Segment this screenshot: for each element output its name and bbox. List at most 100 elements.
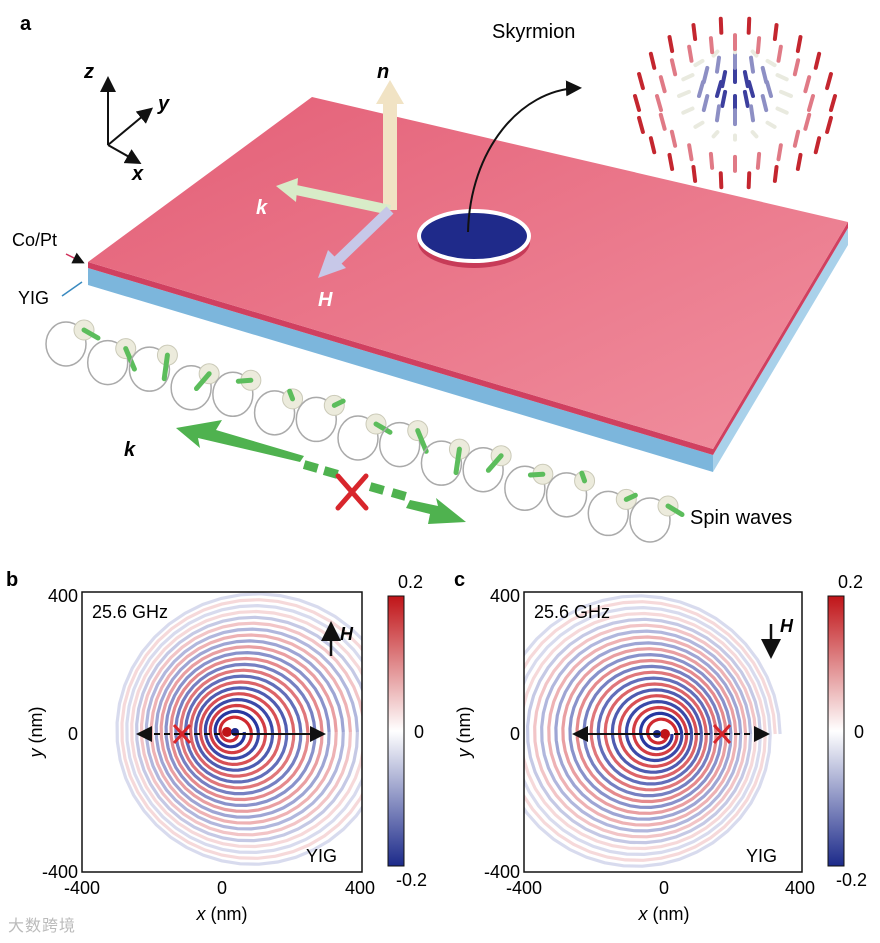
skyrmion-spin-arrow <box>742 89 750 108</box>
ytick-c-0: 400 <box>490 586 520 606</box>
skyrmion-spin-arrow <box>655 94 663 112</box>
spiral-wavefront <box>218 715 253 743</box>
spiral-wavefront <box>164 650 331 808</box>
skyrmion-spin-arrow <box>715 80 723 98</box>
axis-label-y: y <box>157 93 170 115</box>
spin-arrow <box>81 327 101 341</box>
label-n: n <box>377 61 389 83</box>
precession-ring <box>337 415 379 461</box>
label-yig-layer: YIG <box>18 288 49 308</box>
spiral-wavefront <box>174 662 317 796</box>
skyrmion-spin-arrow <box>776 143 783 162</box>
xlabel-c: x (nm) <box>638 904 690 924</box>
material-label-b: YIG <box>306 846 337 866</box>
skyrmion-spin-arrow <box>691 164 698 183</box>
panel-c-heatmap: c 25.6 GHz YIG H -400 0 400 400 0 -400 x… <box>454 569 867 924</box>
precession-ring <box>170 364 212 411</box>
skyrmion-spin-arrow <box>693 120 705 129</box>
panel-letter-c: c <box>454 569 465 591</box>
skyrmion-spin-arrow <box>807 94 815 112</box>
layered-slab <box>88 97 848 472</box>
skyrmion-spin-arrow <box>760 65 769 84</box>
skyrmion-spin-arrow <box>760 94 769 113</box>
skyrmion-spin-arrow <box>658 112 667 131</box>
ylabel-c: y (nm) <box>454 707 474 760</box>
skyrmion-spin-arrow <box>718 16 724 35</box>
panel-letter-a: a <box>20 13 32 35</box>
skyrmion-disc <box>417 209 531 263</box>
skyrmion-spin-arrow <box>648 51 657 70</box>
skyrmion-spin-arrow <box>637 72 645 91</box>
spiral-wavefront <box>561 647 738 815</box>
blocked-x-b <box>172 724 192 744</box>
xtick-b-0: -400 <box>64 878 100 898</box>
spin-arrow <box>485 453 504 473</box>
skyrmion-spin-arrow <box>669 58 678 77</box>
label-k-top: k <box>256 197 268 219</box>
spiral-wavefront <box>184 674 303 784</box>
spiral-wavefront <box>154 639 345 819</box>
precession-ring <box>295 396 338 443</box>
skyrmion-spin-arrow <box>803 112 812 131</box>
spiral-wavefront <box>540 629 753 833</box>
precession-ring <box>462 446 504 493</box>
skyrmion-spin-arrow <box>677 89 691 98</box>
co-pt-film-top <box>88 97 848 449</box>
plot-frame-c <box>523 591 803 873</box>
skyrmion-spin-arrow <box>795 35 803 54</box>
spiral-wavefront <box>159 645 338 813</box>
spin-arrow <box>235 377 254 384</box>
panel-b-heatmap: b 25.6 GHz YIG H -400 0 400 400 0 -400 x… <box>6 569 427 924</box>
precession-ring <box>128 346 171 392</box>
skyrmion-spin-arrow <box>687 143 694 162</box>
spiral-wavefront <box>525 617 762 845</box>
skyrmion-spin-arrow <box>708 36 715 55</box>
spin-arrow <box>453 446 462 476</box>
precession-ring <box>545 472 588 518</box>
precession-ring <box>212 371 254 418</box>
ytick-c-2: -400 <box>484 862 520 882</box>
skyrmion-spin-arrow <box>747 80 755 98</box>
precession-ring <box>420 440 463 486</box>
skyrmion-spin-arrow <box>697 80 705 98</box>
skyrmion-spin-arrow <box>701 94 710 113</box>
spiral-wavefront <box>568 652 733 810</box>
axis-label-x: x <box>131 163 144 185</box>
skyrmion-spin-arrow <box>711 49 720 58</box>
skyrmion-spin-arrow <box>755 151 762 170</box>
skyrmion-spin-arrow <box>693 58 705 68</box>
label-k-bottom: k <box>124 439 136 461</box>
colorbar-tick-c-top: 0.2 <box>838 572 863 592</box>
colorbar-c <box>827 595 845 867</box>
coordinate-axes <box>100 76 154 164</box>
panel-letter-b: b <box>6 569 18 591</box>
skyrmion-core <box>660 729 670 739</box>
skyrmion-spin-arrow <box>813 51 822 70</box>
axis-label-z: z <box>83 61 94 83</box>
blocked-x-mark <box>335 473 369 511</box>
spin-arrow <box>623 492 638 502</box>
skyrmion-spin-arrow <box>776 44 783 63</box>
skyrmion-inset <box>633 16 837 190</box>
ytick-b-0: 400 <box>48 586 78 606</box>
label-H: H <box>318 289 333 311</box>
skyrmion-spin-arrow <box>749 55 755 74</box>
spiral-wavefront <box>533 623 758 839</box>
spiral-wavefront <box>203 697 275 761</box>
spiral-wavefront <box>208 703 267 755</box>
skyrmion-spin-arrow <box>669 129 678 148</box>
xtick-b-2: 400 <box>345 878 375 898</box>
skyrmion-spin-arrow <box>755 36 762 55</box>
precession-ring <box>86 339 129 386</box>
skyrmion-spin-arrow <box>829 94 837 112</box>
skyrmion-spin-arrow <box>750 49 759 58</box>
skyrmion-spin-arrow <box>718 171 724 190</box>
skyrmion-spin-arrow <box>681 106 695 115</box>
ylabel-b: y (nm) <box>26 707 46 760</box>
spiral-wavefront <box>554 641 743 821</box>
precession-ring <box>45 321 87 367</box>
spiral-wavefront <box>169 656 324 802</box>
skyrmion-spin-arrow <box>765 58 777 68</box>
skyrmion-spin-arrow <box>715 104 721 123</box>
spiral-wavefront <box>524 594 782 868</box>
